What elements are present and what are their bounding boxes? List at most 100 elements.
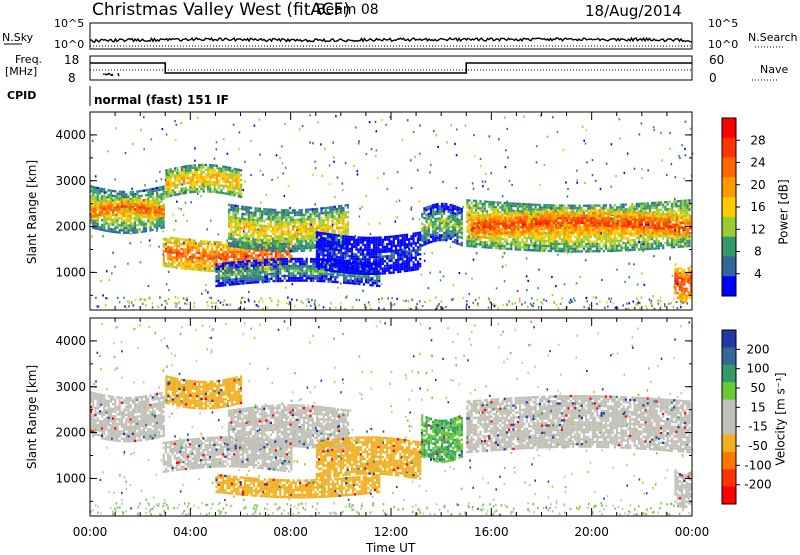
echo-cell — [227, 186, 229, 188]
echo-cell — [274, 245, 276, 247]
echo-cell — [366, 237, 368, 239]
echo-cell — [338, 271, 340, 273]
echo-cell — [452, 233, 454, 235]
echo-cell — [490, 206, 492, 208]
echo-cell — [255, 279, 257, 281]
echo-cell — [274, 209, 276, 211]
echo-cell — [364, 273, 366, 275]
echo-cell — [365, 281, 367, 283]
echo-cell — [307, 218, 309, 220]
echo-cell — [183, 248, 185, 250]
echo-cell — [587, 238, 589, 240]
echo-cell — [369, 251, 371, 253]
echo-cell — [421, 244, 423, 246]
echo-cell — [253, 252, 255, 254]
echo-cell — [585, 245, 587, 247]
echo-cell — [237, 273, 239, 275]
echo-cell — [397, 237, 399, 239]
echo-cell — [388, 238, 390, 240]
echo-cell — [331, 267, 333, 269]
echo-cell — [130, 222, 132, 224]
echo-cell — [172, 259, 174, 261]
echo-cell — [550, 238, 552, 240]
echo-cell — [318, 212, 320, 214]
echo-cell — [246, 242, 248, 244]
echo-cell — [362, 258, 364, 260]
echo-cell — [172, 249, 174, 251]
echo-cell — [254, 210, 256, 212]
echo-cell — [211, 164, 213, 166]
echo-cell — [130, 201, 132, 203]
echo-cell — [397, 266, 399, 268]
echo-cell — [461, 213, 463, 215]
echo-cell — [110, 221, 112, 223]
echo-cell — [583, 236, 585, 238]
echo-cell — [167, 241, 169, 243]
echo-cell — [391, 240, 393, 242]
echo-cell — [189, 263, 191, 265]
echo-cell — [172, 173, 174, 175]
echo-cell — [356, 275, 358, 277]
echo-cell — [325, 228, 327, 230]
echo-cell — [316, 227, 318, 229]
echo-cell — [294, 238, 296, 240]
echo-cell — [218, 246, 220, 248]
echo-cell — [205, 178, 207, 180]
echo-cell — [237, 280, 239, 282]
echo-cell — [194, 266, 196, 268]
echo-cell — [205, 262, 207, 264]
echo-cell — [301, 211, 303, 213]
echo-cell — [216, 189, 218, 191]
echo-cell — [279, 277, 281, 279]
echo-cell — [202, 255, 204, 257]
echo-cell — [136, 217, 138, 219]
echo-cell — [364, 249, 366, 251]
echo-cell — [138, 206, 140, 208]
echo-cell — [526, 206, 528, 208]
echo-cell — [336, 274, 338, 276]
echo-cell — [298, 228, 300, 230]
echo-cell — [198, 181, 200, 183]
echo-cell — [158, 215, 160, 217]
echo-cell — [238, 171, 240, 173]
echo-cell — [225, 173, 227, 175]
echo-cell — [325, 237, 327, 239]
echo-cell — [246, 209, 248, 211]
echo-cell — [92, 191, 94, 193]
echo-cell — [306, 279, 308, 281]
echo-cell — [130, 217, 132, 219]
echo-cell — [369, 239, 371, 241]
echo-cell — [565, 250, 567, 252]
echo-cell — [340, 231, 342, 233]
echo-cell — [235, 276, 237, 278]
echo-cell — [265, 239, 267, 241]
echo-cell — [450, 233, 452, 235]
echo-cell — [380, 268, 382, 270]
echo-cell — [334, 208, 336, 210]
echo-cell — [214, 186, 216, 188]
echo-cell — [590, 205, 592, 207]
echo-cell — [347, 240, 349, 242]
echo-cell — [248, 211, 250, 213]
echo-cell — [194, 186, 196, 188]
echo-cell — [192, 164, 194, 166]
echo-cell — [428, 239, 430, 241]
echo-cell — [471, 209, 473, 211]
echo-cell — [352, 275, 354, 277]
echo-cell — [329, 253, 331, 255]
echo-cell — [327, 223, 329, 225]
echo-cell — [406, 255, 408, 257]
echo-cell — [231, 194, 233, 196]
echo-cell — [250, 228, 252, 230]
echo-cell — [336, 263, 338, 265]
echo-cell — [320, 210, 322, 212]
echo-cell — [205, 253, 207, 255]
echo-cell — [448, 211, 450, 213]
echo-cell — [235, 243, 237, 245]
echo-cell — [430, 214, 432, 216]
echo-cell — [576, 245, 578, 247]
echo-cell — [284, 277, 286, 279]
echo-cell — [185, 170, 187, 172]
echo-cell — [238, 169, 240, 171]
echo-cell — [287, 238, 289, 240]
